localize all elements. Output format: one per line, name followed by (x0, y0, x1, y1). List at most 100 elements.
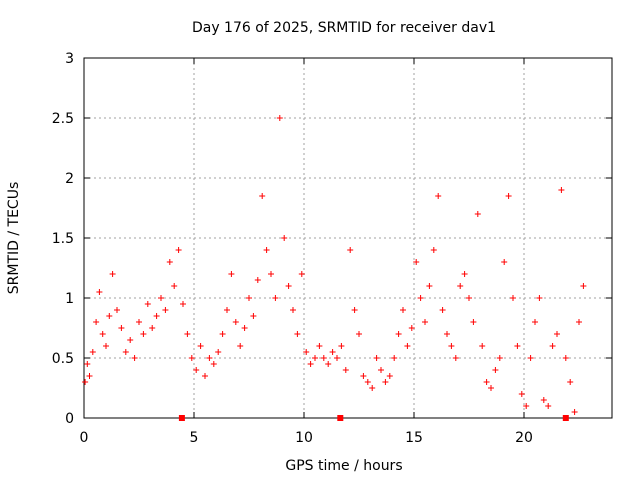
data-point (197, 343, 204, 349)
data-point (448, 343, 455, 349)
data-point (536, 295, 543, 301)
data-point (580, 283, 587, 289)
data-point (430, 247, 437, 253)
data-point (188, 355, 195, 361)
data-point (386, 373, 393, 379)
y-tick-label: 0 (65, 411, 74, 427)
data-point (532, 319, 538, 325)
data-point (523, 403, 530, 409)
data-point (351, 307, 358, 313)
y-tick-label: 0.5 (52, 351, 74, 367)
data-point (549, 343, 556, 349)
data-point (369, 385, 376, 391)
data-point (329, 349, 336, 355)
x-tick-label: 5 (190, 430, 199, 446)
data-point (136, 319, 142, 325)
data-point (290, 307, 296, 313)
data-point (237, 343, 244, 349)
data-point (215, 349, 222, 355)
y-tick-label: 2.5 (52, 111, 74, 127)
data-point (259, 193, 266, 199)
data-point (312, 355, 318, 361)
data-point (492, 367, 499, 373)
data-point (86, 373, 93, 379)
data-point (422, 319, 428, 325)
data-point-square (337, 415, 344, 421)
data-point (554, 331, 560, 337)
data-point (417, 295, 424, 301)
data-point (224, 307, 230, 313)
data-point (373, 355, 380, 361)
data-point (166, 259, 173, 265)
data-point (162, 307, 169, 313)
data-point (457, 283, 464, 289)
data-point (404, 343, 411, 349)
data-point (206, 355, 213, 361)
data-point (294, 331, 301, 337)
data-point (510, 295, 516, 301)
data-point-square (562, 415, 569, 421)
data-point (140, 331, 147, 337)
data-point (408, 325, 415, 331)
data-point (303, 349, 310, 355)
data-point (210, 361, 217, 367)
data-point (360, 373, 367, 379)
data-point (342, 367, 349, 373)
data-point (527, 355, 534, 361)
data-point (400, 307, 406, 313)
data-point (479, 343, 486, 349)
data-point (171, 283, 178, 289)
data-point-square (178, 415, 185, 421)
data-point (268, 271, 274, 277)
data-point (158, 295, 164, 301)
data-point (103, 343, 109, 349)
axis-ticks: 0 0.5 1 1.5 2 2.5 3 0 5 10 15 20 (52, 51, 612, 446)
data-point (435, 193, 442, 199)
data-point (175, 247, 182, 253)
data-point (518, 391, 525, 397)
data-point (320, 355, 327, 361)
y-tick-label: 1 (65, 291, 74, 307)
data-point (114, 307, 120, 313)
data-point (540, 397, 547, 403)
data-point (444, 331, 450, 337)
data-point (382, 379, 389, 385)
data-point (378, 367, 384, 373)
data-point (439, 307, 446, 313)
data-point (109, 271, 116, 277)
data-point (285, 283, 292, 289)
y-axis-label: SRMTID / TECUs (6, 182, 22, 295)
data-point (488, 385, 494, 391)
data-point (82, 379, 89, 385)
data-point (571, 409, 578, 415)
grid-lines (84, 58, 612, 418)
data-point (149, 325, 156, 331)
data-point (193, 367, 200, 373)
data-point (180, 301, 186, 307)
data-point (202, 373, 208, 379)
data-point (99, 331, 106, 337)
y-tick-label: 2 (65, 171, 74, 187)
data-point (483, 379, 490, 385)
data-point (356, 331, 362, 337)
data-point (228, 271, 235, 277)
data-point (364, 379, 371, 385)
data-point (466, 295, 472, 301)
data-point (219, 331, 226, 337)
y-tick-label: 3 (65, 51, 74, 67)
x-axis-label: GPS time / hours (285, 458, 402, 474)
data-point (316, 343, 323, 349)
data-point (93, 319, 100, 325)
data-point (127, 337, 134, 343)
data-point (470, 319, 477, 325)
data-point (334, 355, 340, 361)
data-point (263, 247, 270, 253)
data-point (122, 349, 129, 355)
data-point (184, 331, 191, 337)
data-points (82, 115, 587, 421)
data-point (505, 193, 512, 199)
data-point (307, 361, 314, 367)
data-point (144, 301, 151, 307)
data-point (576, 319, 582, 325)
